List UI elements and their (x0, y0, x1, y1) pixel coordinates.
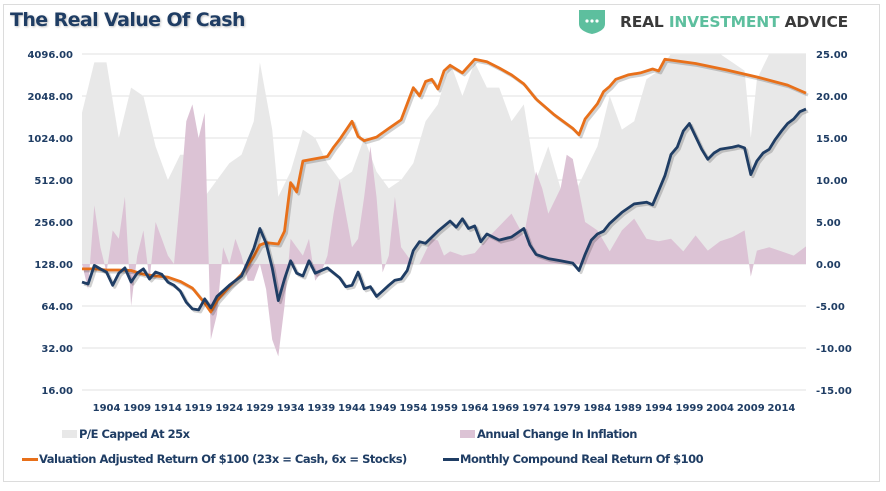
x-axis-tick-label: 1904 (93, 403, 121, 414)
x-axis-tick-label: 1974 (522, 403, 550, 414)
brand-word-investment: INVESTMENT (668, 13, 780, 31)
left-axis-tick-label: 16.00 (41, 386, 73, 397)
left-axis-tick-label: 4096.00 (27, 50, 73, 61)
right-axis-tick-label: 25.00 (816, 50, 848, 61)
x-axis-tick-label: 2004 (706, 403, 734, 414)
legend-label-real-return: Monthly Compound Real Return Of $100 (460, 452, 704, 466)
x-axis-tick-label: 1919 (185, 403, 213, 414)
left-axis-tick-label: 256.00 (34, 218, 73, 229)
brand-word-real: REAL (620, 13, 664, 31)
x-axis-tick-label: 1909 (123, 403, 151, 414)
right-axis-tick-label: -15.00 (816, 386, 852, 397)
area-series (82, 54, 806, 357)
x-axis-tick-label: 1924 (215, 403, 243, 414)
brand-name: REAL INVESTMENT ADVICE (620, 13, 848, 31)
brand-logo: REAL INVESTMENT ADVICE (578, 9, 848, 35)
right-axis-tick-label: 15.00 (816, 134, 848, 145)
x-axis-ticks: 1904 1909 1914 1919 1924 1929 1934 1939 1944 1949… (93, 403, 796, 414)
left-axis-tick-label: 64.00 (41, 302, 73, 313)
x-axis-tick-label: 1984 (583, 403, 611, 414)
x-axis-tick-label: 1914 (154, 403, 182, 414)
x-axis-tick-label: 2009 (737, 403, 765, 414)
left-axis-ticks: 16.00 32.00 64.00 128.00 256.00 512.00 1024.00… (27, 50, 73, 397)
x-axis-tick-label: 1934 (277, 403, 305, 414)
chart-frame (3, 4, 880, 482)
shield-chat-icon (579, 10, 605, 34)
x-axis-tick-label: 1969 (491, 403, 519, 414)
legend-item-pe: P/E Capped At 25x (62, 427, 190, 441)
x-axis-tick-label: 2014 (768, 403, 796, 414)
right-axis-tick-label: 5.00 (816, 218, 841, 229)
x-axis-tick-label: 1964 (461, 403, 489, 414)
right-axis-ticks: -15.00 -10.00 -5.00 0.00 5.00 10.00 15.00 20.00… (816, 50, 852, 397)
right-axis-tick-label: 0.00 (816, 260, 841, 271)
left-axis-tick-label: 32.00 (41, 344, 73, 355)
x-axis-tick-label: 1949 (369, 403, 397, 414)
right-axis-tick-label: 10.00 (816, 176, 848, 187)
x-axis-tick-label: 1994 (645, 403, 673, 414)
legend-item-inflation: Annual Change In Inflation (460, 427, 637, 441)
x-axis-tick-label: 1999 (676, 403, 704, 414)
legend-label-valuation-adjusted: Valuation Adjusted Return Of $100 (23x =… (39, 452, 407, 466)
x-axis-tick-label: 1954 (399, 403, 427, 414)
x-axis-tick-label: 1959 (430, 403, 458, 414)
legend-swatch-real-return (443, 457, 459, 461)
real-return-line (81, 107, 807, 312)
left-axis-tick-label: 2048.00 (27, 92, 73, 103)
legend-item-valuation-adjusted: Valuation Adjusted Return Of $100 (23x =… (22, 452, 407, 466)
legend-swatch-inflation (460, 430, 475, 438)
legend-label-pe: P/E Capped At 25x (79, 427, 190, 441)
x-axis-tick-label: 1944 (338, 403, 366, 414)
right-axis-tick-label: -5.00 (816, 302, 845, 313)
x-axis-tick-label: 1979 (553, 403, 581, 414)
x-axis-tick-label: 1929 (246, 403, 274, 414)
legend-swatch-pe (62, 430, 77, 438)
right-axis-tick-label: 20.00 (816, 92, 848, 103)
x-axis-tick-label: 1939 (307, 403, 335, 414)
right-axis-tick-label: -10.00 (816, 344, 852, 355)
left-axis-tick-label: 1024.00 (27, 134, 73, 145)
left-axis-tick-label: 128.00 (34, 260, 73, 271)
valuation-adjusted-line (82, 57, 807, 314)
left-axis-tick-label: 512.00 (34, 176, 73, 187)
chart-title: The Real Value Of Cash (10, 9, 246, 31)
x-axis-tick-label: 1989 (614, 403, 642, 414)
legend-swatch-valuation-adjusted (22, 457, 38, 461)
legend-label-inflation: Annual Change In Inflation (477, 427, 637, 441)
line-series (81, 57, 809, 316)
brand-word-advice: ADVICE (784, 13, 849, 31)
legend-item-real-return: Monthly Compound Real Return Of $100 (443, 452, 704, 466)
